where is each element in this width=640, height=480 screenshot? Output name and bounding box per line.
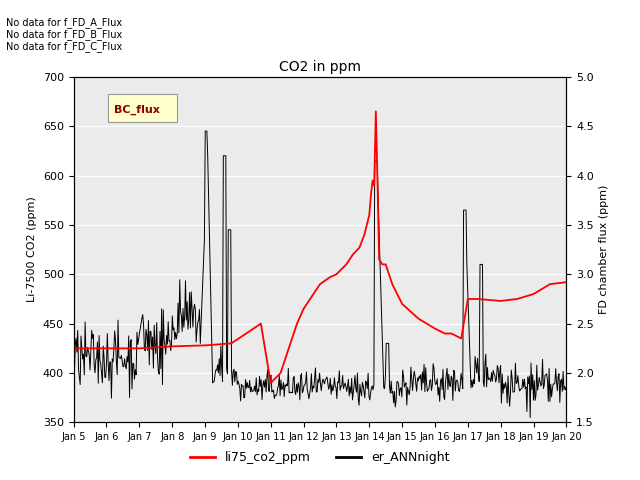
Y-axis label: Li-7500 CO2 (ppm): Li-7500 CO2 (ppm) (27, 197, 37, 302)
Text: No data for f_FD_A_Flux: No data for f_FD_A_Flux (6, 17, 122, 28)
Text: BC_flux: BC_flux (114, 105, 160, 115)
Y-axis label: FD chamber flux (ppm): FD chamber flux (ppm) (600, 185, 609, 314)
Text: No data for f_FD_C_Flux: No data for f_FD_C_Flux (6, 41, 123, 52)
Text: No data for f_FD_B_Flux: No data for f_FD_B_Flux (6, 29, 123, 40)
Legend: li75_co2_ppm, er_ANNnight: li75_co2_ppm, er_ANNnight (186, 446, 454, 469)
FancyBboxPatch shape (108, 94, 177, 122)
Title: CO2 in ppm: CO2 in ppm (279, 60, 361, 74)
